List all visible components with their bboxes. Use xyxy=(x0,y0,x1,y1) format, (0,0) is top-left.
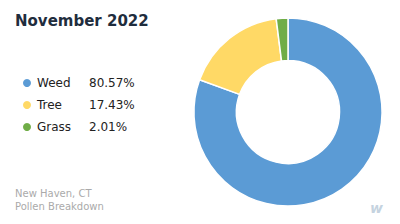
svg-text:Weed: Weed xyxy=(37,76,71,90)
svg-text:Pollen Breakdown: Pollen Breakdown xyxy=(15,201,104,212)
svg-text:w: w xyxy=(370,200,383,216)
svg-text:17.43%: 17.43% xyxy=(89,98,135,112)
svg-text:2.01%: 2.01% xyxy=(89,120,127,134)
svg-text:Grass: Grass xyxy=(37,120,71,134)
svg-text:New Haven, CT: New Haven, CT xyxy=(15,188,92,199)
svg-text:80.57%: 80.57% xyxy=(89,76,135,90)
svg-text:Tree: Tree xyxy=(36,98,62,112)
svg-text:November 2022: November 2022 xyxy=(15,12,149,30)
